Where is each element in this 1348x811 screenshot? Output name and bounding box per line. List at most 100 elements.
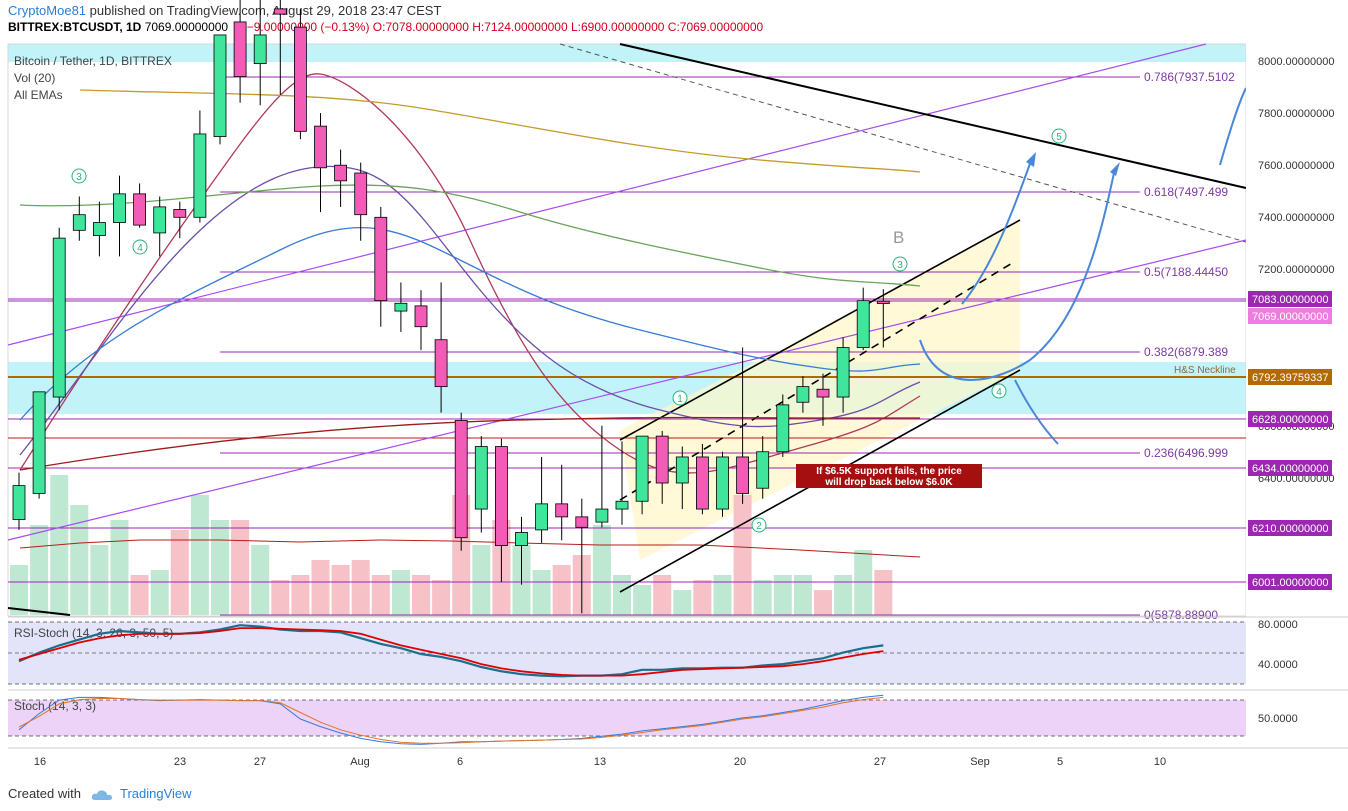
wave-label-circle xyxy=(672,390,688,406)
ema-green xyxy=(19,184,921,287)
projection-arrow xyxy=(1014,379,1059,445)
volume-bar xyxy=(30,525,49,615)
candle-body xyxy=(354,172,368,216)
wave-label-text: 2 xyxy=(756,521,762,532)
candle-body xyxy=(394,302,408,312)
chart-title: Bitcoin / Tether, 1D, BITTREX xyxy=(14,54,172,68)
candle-body xyxy=(133,193,147,226)
candle-body xyxy=(575,516,589,528)
date-tick-label: 10 xyxy=(1154,756,1166,768)
date-tick-label: 27 xyxy=(254,756,266,768)
price-tag-label: 7069.00000000 xyxy=(1252,311,1328,323)
footer: Created with TradingView xyxy=(8,786,192,801)
price-tag-label: 6001.00000000 xyxy=(1252,577,1328,589)
volume-bar xyxy=(412,575,430,615)
candle-body xyxy=(213,34,227,137)
volume-bar xyxy=(753,580,772,615)
date-tick-label: Sep xyxy=(970,756,990,768)
price-tag-label: 6434.00000000 xyxy=(1252,463,1328,475)
note-line-1: If $6.5K support fails, the price xyxy=(816,466,962,477)
candle-body xyxy=(494,446,508,546)
stoch-d-line xyxy=(18,696,884,744)
volume-bar xyxy=(793,575,812,615)
price-tag-label: 6210.00000000 xyxy=(1252,523,1328,535)
volume-bar xyxy=(613,575,631,615)
candle-body xyxy=(615,500,629,510)
wave-label-circle xyxy=(132,239,148,255)
rsi-stoch-title: RSI-Stoch (14, 3, 26, 3, 50, 5) xyxy=(14,626,173,640)
candle-body xyxy=(293,26,307,132)
volume-bar xyxy=(271,580,290,615)
volume-bar xyxy=(653,575,672,615)
date-tick-label: 20 xyxy=(734,756,746,768)
volume-bar xyxy=(814,590,832,615)
candle-body xyxy=(93,222,106,236)
volume-bar xyxy=(311,560,330,615)
price-axis-bg xyxy=(1246,44,1348,744)
volume-bar xyxy=(10,565,28,615)
upper-purple-trendline xyxy=(7,43,1207,346)
support-zone xyxy=(8,362,1246,414)
volume-bar xyxy=(90,545,109,615)
author-link[interactable]: CryptoMoe81 xyxy=(8,3,87,18)
volume-bar xyxy=(331,565,350,615)
price-tag-label: 7083.00000000 xyxy=(1252,294,1328,306)
created-with-text: Created with xyxy=(8,786,81,801)
volume-bar xyxy=(834,575,853,615)
volume-bar xyxy=(432,580,451,615)
projection-arrow xyxy=(961,157,1033,305)
volume-bar xyxy=(773,575,792,615)
open-value: O:7078.00000000 xyxy=(372,20,469,34)
price-tag xyxy=(1248,411,1332,427)
ema-darkred xyxy=(19,416,920,471)
candle-body xyxy=(675,456,689,484)
volume-bar xyxy=(391,570,410,615)
candle-body xyxy=(52,237,66,398)
price-tag xyxy=(1248,574,1332,590)
volume-bar xyxy=(170,530,189,615)
tradingview-brand-link[interactable]: TradingView xyxy=(120,786,192,801)
candle-body xyxy=(314,125,327,169)
candle-body xyxy=(876,300,890,304)
price-tick-label: 8000.00000000 xyxy=(1258,56,1334,68)
projection-arrow xyxy=(1219,87,1247,166)
arrowhead-icon xyxy=(1110,162,1120,176)
wave-label-text: 1 xyxy=(677,394,683,405)
candle-body xyxy=(655,435,669,484)
candle-body xyxy=(414,305,428,328)
channel-upper xyxy=(619,219,1021,441)
descending-dashed xyxy=(559,43,1247,243)
candle-body xyxy=(32,391,46,494)
close-value: C:7069.00000000 xyxy=(667,20,764,34)
price-tag xyxy=(1248,291,1332,307)
volume-bar xyxy=(231,520,250,615)
candle-body xyxy=(635,435,649,502)
volume-ma-line xyxy=(19,539,921,558)
volume-bar xyxy=(713,575,732,615)
low-value: L:6900.00000000 xyxy=(571,20,665,34)
volume-bar xyxy=(110,520,129,615)
volume-bar xyxy=(70,505,89,615)
ema-blue xyxy=(19,226,921,421)
lower-purple-trendline xyxy=(7,239,1247,541)
candle-body xyxy=(736,456,749,494)
high-value: H:7124.00000000 xyxy=(472,20,568,34)
note-box xyxy=(796,464,982,488)
price-tag xyxy=(1248,308,1332,324)
price-tick-label: 7400.00000000 xyxy=(1258,212,1334,224)
published-text: published on TradingView.com, August 29,… xyxy=(89,3,442,18)
candle-body xyxy=(253,34,267,65)
wave-label-circle xyxy=(1051,128,1067,144)
candle-body xyxy=(535,503,548,531)
volume-bar xyxy=(291,575,310,615)
hs-neckline-label: H&S Neckline xyxy=(1174,365,1236,376)
candle-body xyxy=(595,508,609,523)
price-tag-label: 6628.00000000 xyxy=(1252,414,1328,426)
candle-body xyxy=(434,339,448,388)
descending-resistance xyxy=(619,43,1247,189)
candle-body xyxy=(233,21,247,78)
fib-level-label: 0.618(7497.499 xyxy=(1144,185,1228,199)
stoch-pane xyxy=(8,700,1246,736)
fib-level-label: 0.786(7937.5102 xyxy=(1144,70,1235,84)
